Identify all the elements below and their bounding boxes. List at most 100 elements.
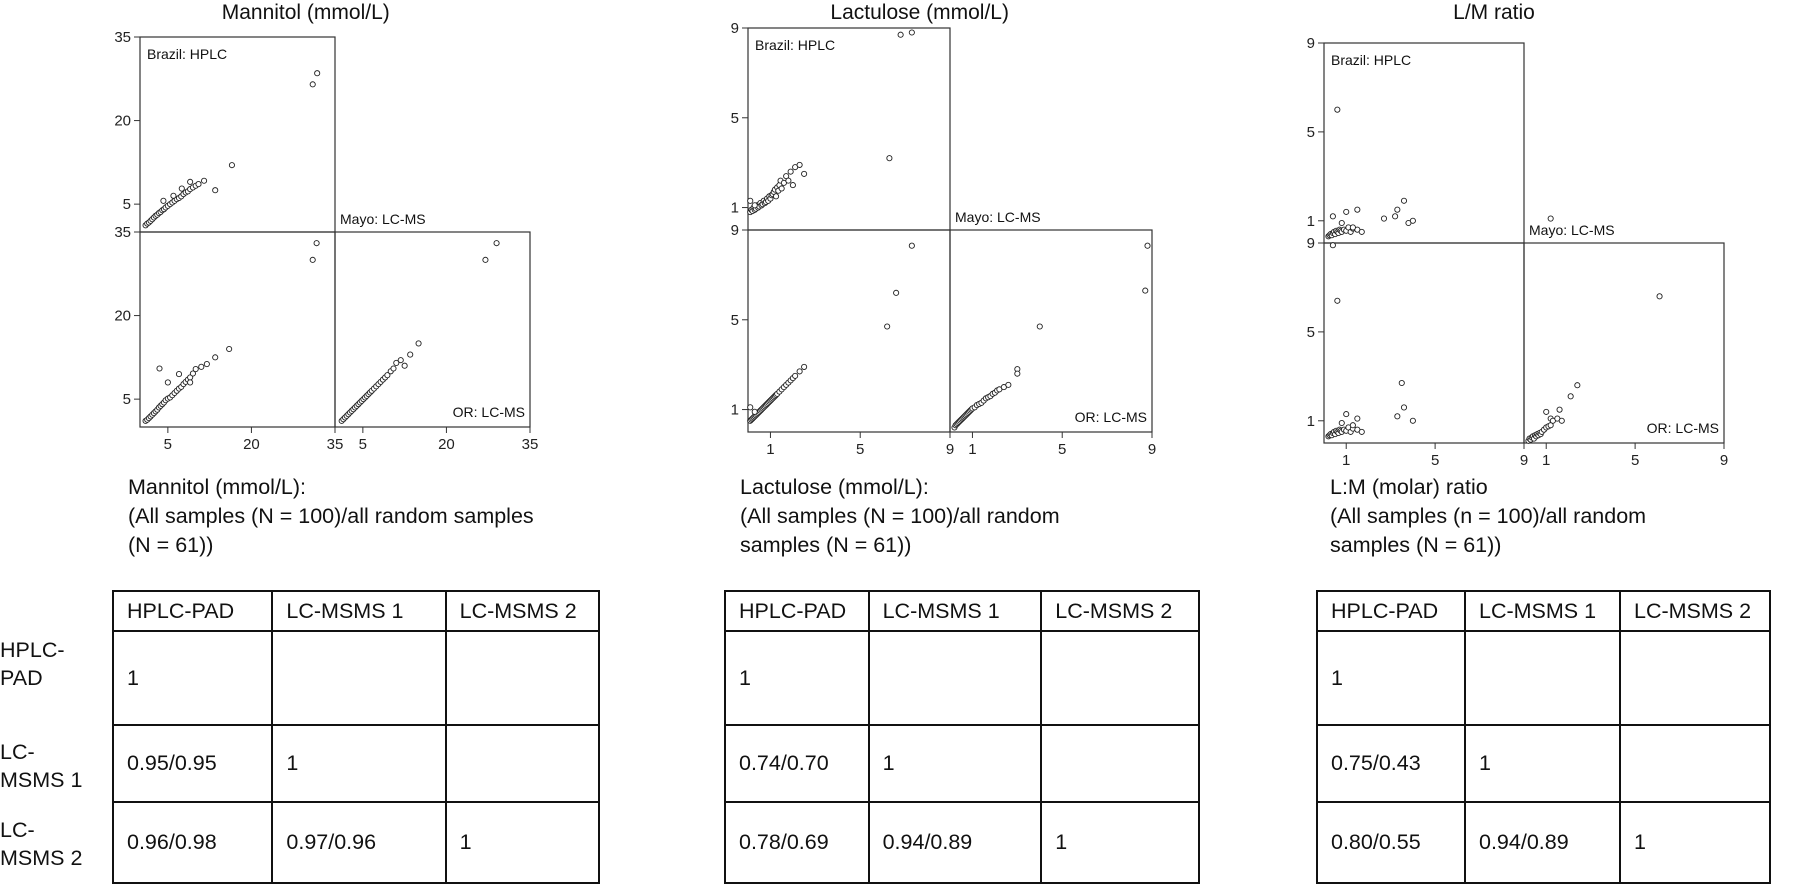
caption-line: (N = 61)) — [128, 533, 214, 557]
y-tick-label: 1 — [1307, 213, 1315, 230]
caption-line: samples (N = 61)) — [1330, 533, 1502, 557]
matrix-cell-frame — [1323, 42, 1525, 244]
table-cell — [1040, 630, 1200, 726]
x-tick-label: 20 — [243, 436, 260, 453]
data-point — [1547, 215, 1554, 222]
chart-title: L/M ratio — [1453, 1, 1535, 24]
diag-label-brazil: Brazil: HPLC — [147, 46, 227, 62]
y-tick-label: 1 — [731, 402, 739, 419]
diag-label-mayo: Mayo: LC-MS — [955, 209, 1041, 225]
table-cell: 1 — [1040, 801, 1200, 884]
data-point — [1343, 208, 1350, 215]
table-cell: 0.95/0.95 — [111, 724, 274, 803]
data-point — [893, 289, 900, 296]
y-tick-label: 5 — [731, 110, 739, 127]
data-point — [1409, 417, 1416, 424]
caption-line: L:M (molar) ratio — [1330, 475, 1488, 499]
table-header-row: HPLC-PAD LC-MSMS 1 LC-MSMS 2 — [724, 590, 1200, 632]
data-point — [1005, 381, 1012, 388]
table-row: 0.95/0.95 1 — [111, 724, 601, 803]
col-header-lc-msms-1: LC-MSMS 1 — [271, 590, 447, 632]
col-header-hplc-pad: HPLC-PAD — [1316, 590, 1466, 632]
y-tick-label: 20 — [114, 113, 131, 130]
chart-title: Mannitol (mmol/L) — [222, 1, 390, 24]
x-tick-label: 9 — [1148, 441, 1156, 458]
data-point — [886, 155, 893, 162]
matrix-cell-frame — [747, 27, 951, 231]
scatter-matrix-lactulose: Lactulose (mmol/L) Brazil: HPLC Mayo: LC-M… — [731, 1, 1157, 458]
table-row: 0.75/0.43 1 — [1316, 724, 1771, 803]
data-point — [1409, 217, 1416, 224]
data-point — [1358, 428, 1365, 435]
y-tick-label: 5 — [1307, 124, 1315, 141]
data-point — [801, 363, 808, 370]
table-cell — [867, 630, 1043, 726]
data-point — [751, 408, 758, 415]
table-cell — [444, 630, 601, 726]
data-point — [1400, 197, 1408, 204]
panel-mannitol: Mannitol (mmol/L) Brazil: HPLC Mayo: LC-MS… — [0, 0, 601, 891]
table-cell — [444, 724, 601, 803]
data-point — [1392, 213, 1399, 220]
x-tick-label: 20 — [438, 436, 455, 453]
data-point — [1656, 293, 1663, 300]
data-point — [175, 371, 183, 378]
x-tick-label: 1 — [968, 441, 976, 458]
y-tick-label: 1 — [1307, 413, 1315, 430]
data-point — [1574, 382, 1581, 389]
data-point — [201, 177, 208, 184]
x-tick-label: 9 — [1520, 452, 1528, 469]
data-point — [1144, 242, 1151, 249]
table-row: 0.96/0.98 0.97/0.96 1 — [111, 801, 601, 884]
scatter-matrix-mannitol: Mannitol (mmol/L) Brazil: HPLC Mayo: LC-MS… — [114, 1, 538, 453]
data-point — [787, 168, 794, 175]
data-point — [393, 359, 400, 366]
table-cell — [1619, 630, 1771, 726]
data-point — [796, 161, 803, 168]
data-point — [384, 372, 391, 379]
data-point — [751, 202, 758, 209]
diag-label-mayo: Mayo: LC-MS — [1529, 222, 1615, 238]
panel-lm-ratio: L/M ratio Brazil: HPLC Mayo: LC-MS OR: LC-M… — [1200, 0, 1800, 891]
x-tick-label: 35 — [327, 436, 344, 453]
col-header-hplc-pad: HPLC-PAD — [111, 590, 274, 632]
data-point — [1394, 413, 1401, 420]
data-point — [170, 192, 177, 199]
col-header-lc-msms-2: LC-MSMS 2 — [444, 590, 601, 632]
data-point — [778, 185, 785, 192]
data-point — [189, 370, 196, 377]
table-row: 1 — [724, 630, 1200, 726]
x-tick-label: 1 — [766, 441, 774, 458]
diag-label-or: OR: LC-MS — [1075, 409, 1147, 425]
data-point — [1334, 106, 1341, 113]
table-row: 0.78/0.69 0.94/0.89 1 — [724, 801, 1200, 884]
diag-label-mayo: Mayo: LC-MS — [340, 211, 426, 227]
data-point — [1338, 419, 1345, 427]
table-cell: 1 — [1316, 630, 1466, 726]
y-tick-label: 20 — [114, 308, 131, 325]
data-point — [401, 362, 408, 369]
data-point — [897, 31, 904, 38]
y-tick-label: 5 — [731, 312, 739, 329]
table-cell — [1619, 724, 1771, 803]
table-cell: 1 — [1464, 724, 1621, 803]
table-cell: 0.74/0.70 — [724, 724, 870, 803]
data-point — [1354, 415, 1361, 422]
data-point — [1329, 242, 1336, 249]
matrix-cell-frame — [747, 229, 951, 433]
data-point — [1349, 422, 1356, 429]
table-row: 1 — [1316, 630, 1771, 726]
data-point — [156, 365, 163, 372]
data-point — [212, 187, 219, 194]
table-header-row: HPLC-PAD LC-MSMS 1 LC-MSMS 2 — [1316, 590, 1771, 632]
table-cell — [1464, 630, 1621, 726]
x-tick-label: 5 — [359, 436, 367, 453]
caption-line: (All samples (N = 100)/all random — [740, 504, 1060, 528]
row-label-hplc-pad: HPLC- PAD — [0, 638, 65, 690]
table-row: 0.74/0.70 1 — [724, 724, 1200, 803]
data-point — [773, 193, 780, 200]
col-header-hplc-pad: HPLC-PAD — [724, 590, 870, 632]
data-point — [1329, 213, 1336, 220]
y-tick-label: 9 — [731, 20, 739, 37]
caption-line: samples (N = 61)) — [740, 533, 912, 557]
